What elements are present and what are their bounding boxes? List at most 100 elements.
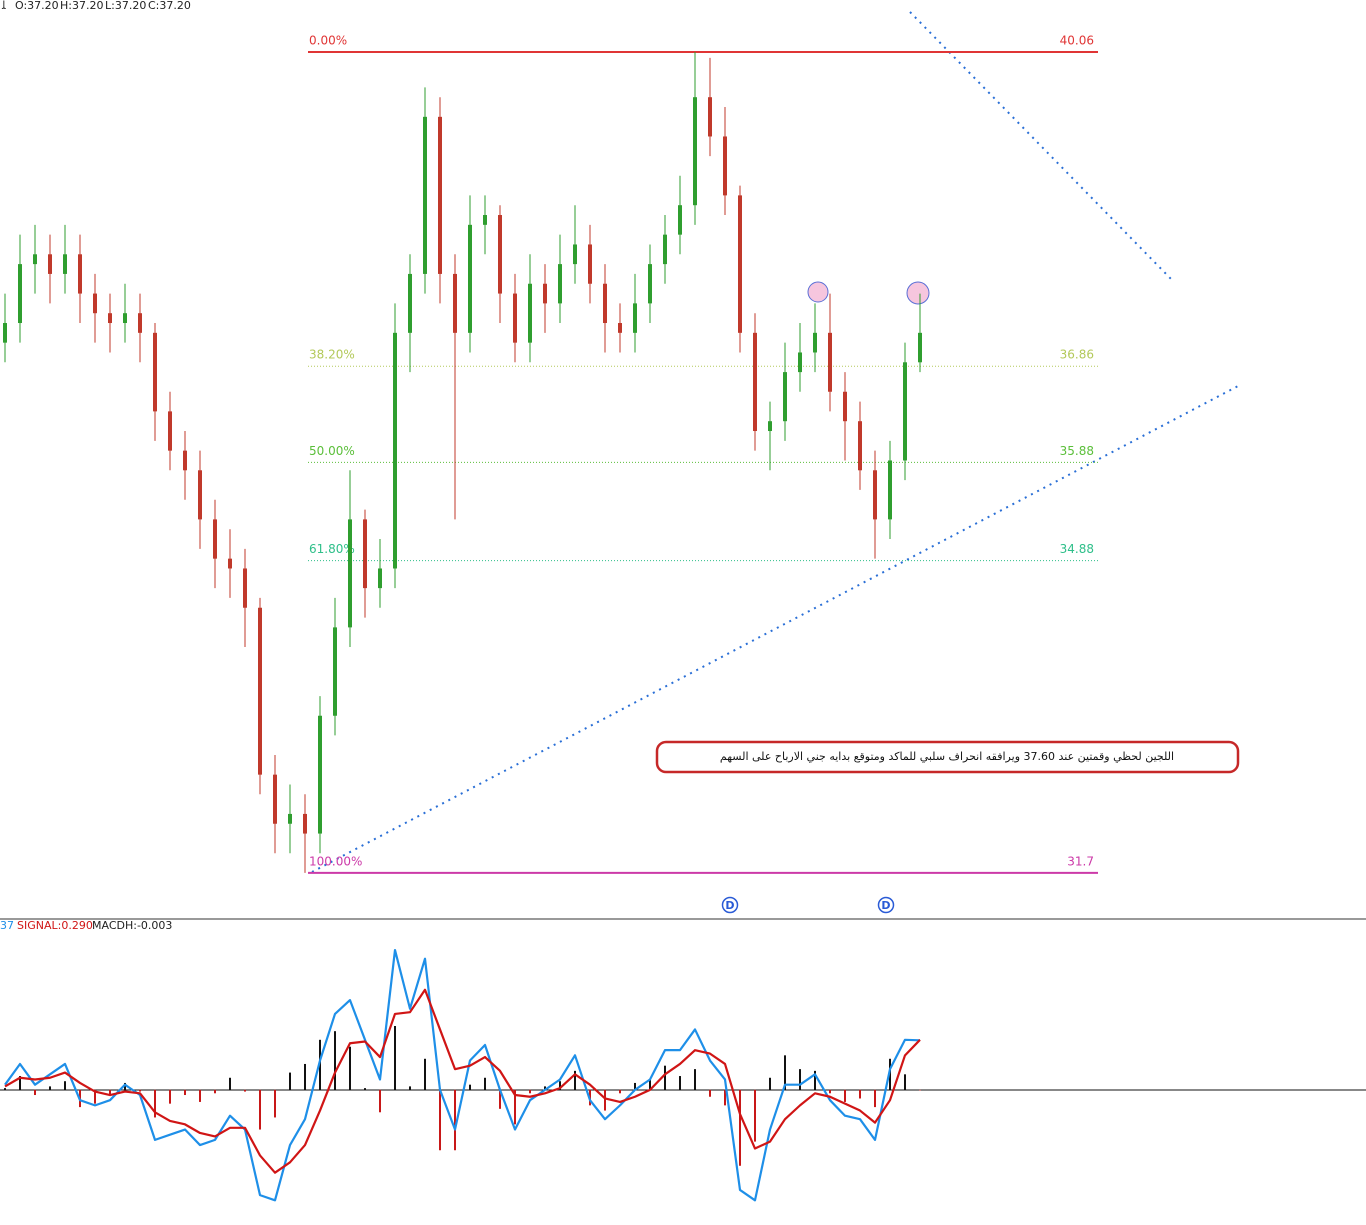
histogram-bar — [94, 1089, 96, 1104]
histogram-bar — [379, 1089, 381, 1113]
histogram-bar — [259, 1089, 261, 1130]
candle-body — [708, 97, 712, 137]
candle-body — [483, 215, 487, 225]
candle-body — [633, 303, 637, 333]
histogram-bar — [739, 1089, 741, 1166]
histogram-bar — [784, 1055, 786, 1090]
ohlc-open: O:37.20 — [15, 0, 59, 12]
candle-body — [828, 332, 832, 392]
macd-legend: 37 — [0, 919, 14, 932]
dividend-marker — [721, 896, 739, 914]
dividend-label: D — [881, 899, 890, 912]
candle-body — [903, 362, 907, 461]
candle-body — [213, 519, 217, 559]
ohlc-high: H:37.20 — [60, 0, 103, 12]
candle-body — [183, 450, 187, 471]
symbol-icon: ﻠ — [1, 0, 6, 12]
histogram-bar — [289, 1072, 291, 1090]
candle-body — [738, 195, 742, 333]
candle-body — [438, 116, 442, 274]
fib-label: 50.00% — [309, 444, 355, 458]
candle-body — [558, 264, 562, 304]
candle-body — [693, 97, 697, 206]
histogram-bar — [214, 1089, 216, 1094]
candle-body — [258, 607, 262, 775]
histogram-bar — [439, 1089, 441, 1151]
candle-body — [723, 136, 727, 196]
candle-body — [378, 568, 382, 589]
candle-body — [618, 323, 622, 333]
candle-body — [93, 293, 97, 314]
histogram-bar — [799, 1069, 801, 1090]
ohlc-close: C:37.20 — [148, 0, 191, 12]
top-marker — [906, 281, 930, 305]
candle-body — [423, 116, 427, 274]
candle-body — [768, 421, 772, 432]
fib-price: 35.88 — [1060, 444, 1094, 458]
candle-body — [198, 470, 202, 520]
dividend-marker — [877, 896, 895, 914]
candle-body — [408, 273, 412, 333]
fib-label: 61.80% — [309, 542, 355, 556]
histogram-bar — [694, 1069, 696, 1090]
candle-body — [513, 293, 517, 343]
candle-body — [858, 421, 862, 471]
candle-body — [243, 568, 247, 608]
histogram-bar — [19, 1076, 21, 1090]
candle-body — [873, 470, 877, 520]
candle-body — [138, 313, 142, 333]
candle-body — [453, 273, 457, 333]
histogram-bar — [574, 1070, 576, 1090]
candle-body — [648, 264, 652, 304]
histogram-bar — [754, 1089, 756, 1142]
histogram-bar — [859, 1089, 861, 1099]
histogram-bar — [679, 1076, 681, 1090]
fib-label: 100.00% — [309, 854, 362, 868]
candle-body — [783, 372, 787, 422]
histogram-bar — [64, 1081, 66, 1090]
candle-body — [528, 283, 532, 343]
histogram-bar — [649, 1079, 651, 1090]
histogram-bar — [184, 1089, 186, 1096]
candle-body — [288, 813, 292, 824]
histogram-bar — [349, 1046, 351, 1090]
histogram-bar — [919, 1089, 921, 1091]
histogram-bar — [634, 1082, 636, 1090]
candle-body — [813, 332, 817, 353]
histogram-bar — [199, 1089, 201, 1102]
candle-body — [153, 332, 157, 412]
histogram-bar — [559, 1081, 561, 1090]
fib-label: 38.20% — [309, 348, 355, 362]
fib-price: 40.06 — [1060, 34, 1094, 48]
histogram-bar — [109, 1089, 111, 1096]
histogram-bar — [334, 1031, 336, 1090]
histogram-bar — [724, 1089, 726, 1106]
candle-body — [348, 519, 352, 628]
histogram-bar — [124, 1082, 126, 1090]
candle-body — [318, 715, 322, 834]
macd-line — [4, 948, 921, 1202]
candle-body — [573, 244, 577, 265]
histogram-legend: MACDH:-0.003 — [92, 919, 172, 932]
candle-body — [468, 224, 472, 333]
histogram-bar — [409, 1086, 411, 1090]
histogram-bar — [664, 1065, 666, 1090]
histogram-bar — [244, 1089, 246, 1092]
histogram-bar — [769, 1077, 771, 1090]
histogram-bar — [604, 1089, 606, 1111]
fib-price: 36.86 — [1060, 348, 1094, 362]
candle-body — [108, 313, 112, 324]
annotation: اللجين لحظي وقمتين عند 37.60 ويرافقه انح… — [720, 750, 1174, 763]
dividend-label: D — [725, 899, 734, 912]
histogram-bar — [304, 1063, 306, 1090]
histogram-bar — [4, 1088, 6, 1090]
candle-body — [18, 264, 22, 324]
candle-body — [63, 254, 67, 274]
histogram-bar — [469, 1084, 471, 1090]
histogram-bar — [709, 1089, 711, 1097]
candle-body — [798, 352, 802, 373]
candle-body — [303, 813, 307, 834]
candle-body — [663, 234, 667, 265]
